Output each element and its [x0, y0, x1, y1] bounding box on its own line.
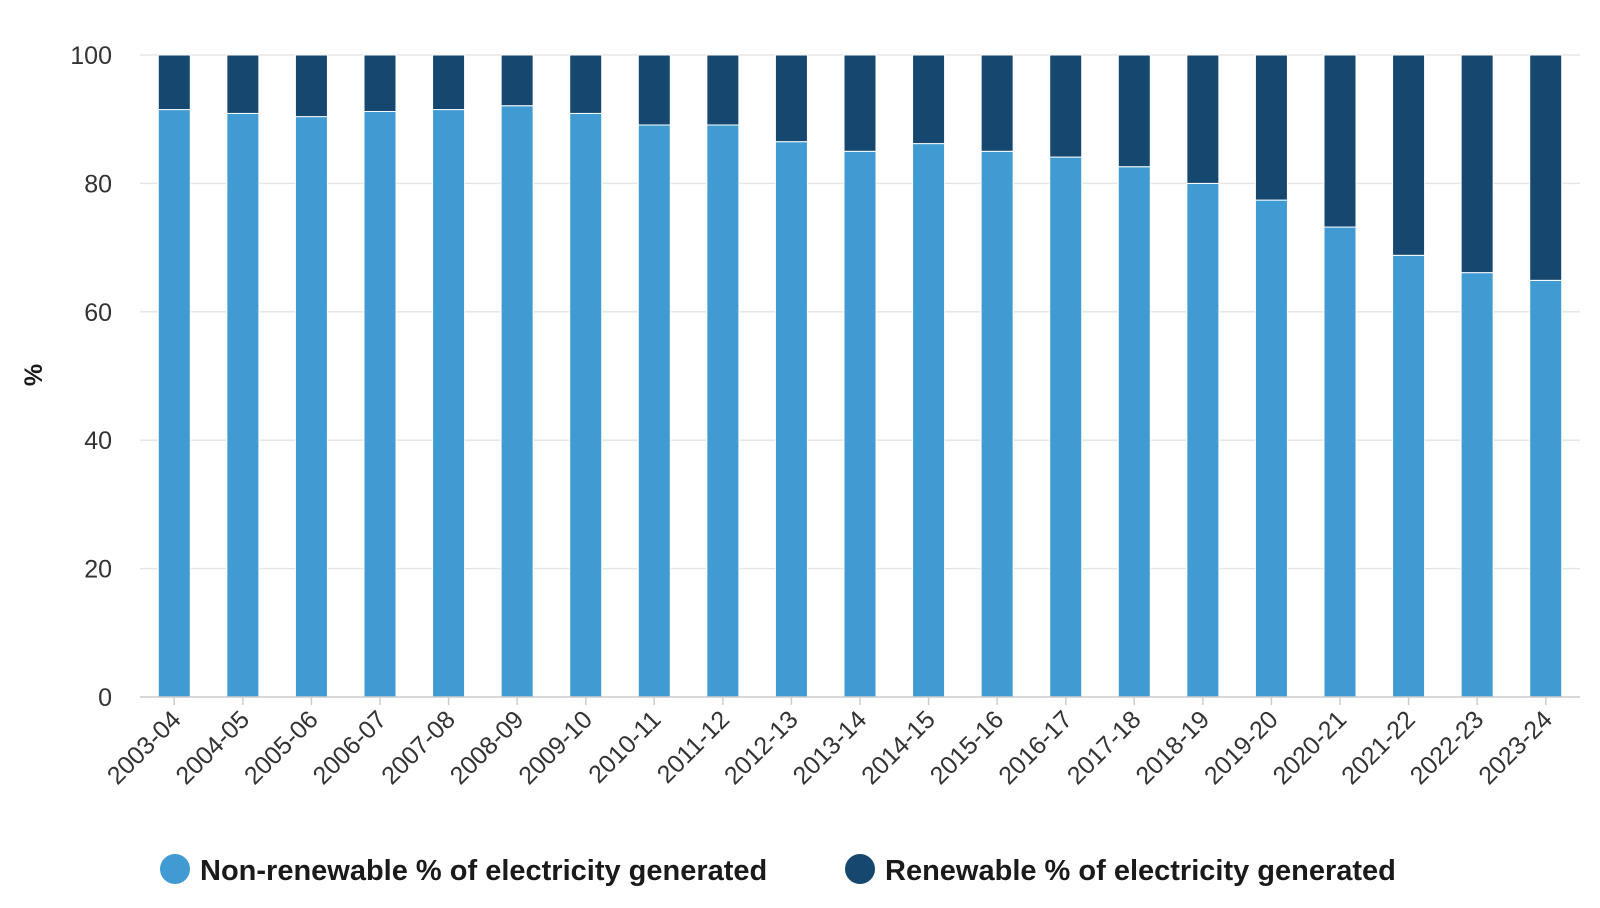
bar-non-renewable-2015-16[interactable]	[980, 150, 1014, 698]
bar-renewable-2009-10[interactable]	[569, 54, 603, 114]
bar-renewable-2013-14[interactable]	[843, 54, 877, 152]
bar-non-renewable-2006-07[interactable]	[363, 110, 397, 698]
x-tick-label-2014-15: 2014-15	[856, 705, 941, 790]
bar-non-renewable-2005-06[interactable]	[294, 116, 328, 698]
bar-non-renewable-2022-23[interactable]	[1460, 272, 1494, 698]
bar-renewable-2014-15[interactable]	[912, 54, 946, 145]
x-tick-label-2003-04: 2003-04	[102, 705, 187, 790]
bars	[157, 54, 1563, 698]
bar-renewable-2016-17[interactable]	[1049, 54, 1083, 158]
bar-non-renewable-2012-13[interactable]	[774, 141, 808, 698]
bar-renewable-2020-21[interactable]	[1323, 54, 1357, 228]
x-tick-label-2013-14: 2013-14	[788, 705, 873, 790]
bar-non-renewable-2008-09[interactable]	[500, 105, 534, 698]
bar-renewable-2018-19[interactable]	[1186, 54, 1220, 184]
y-axis: 0 20 40 60 80 100	[70, 42, 112, 712]
y-tick-label-40: 40	[84, 427, 112, 455]
x-tick-label-2007-08: 2007-08	[376, 705, 461, 790]
bar-non-renewable-2016-17[interactable]	[1049, 156, 1083, 698]
x-tick-label-2020-21: 2020-21	[1268, 705, 1353, 790]
bar-renewable-2005-06[interactable]	[294, 54, 328, 118]
bar-non-renewable-2003-04[interactable]	[157, 109, 191, 698]
x-tick-label-2019-20: 2019-20	[1199, 705, 1284, 790]
y-tick-label-0: 0	[98, 684, 112, 712]
x-tick-label-2023-24: 2023-24	[1473, 705, 1558, 790]
x-axis: 2003-042004-052005-062006-072007-082008-…	[102, 697, 1558, 790]
x-tick-label-2021-22: 2021-22	[1336, 705, 1421, 790]
legend-item-renewable[interactable]: Renewable % of electricity generated	[845, 854, 1396, 887]
legend-item-non-renewable[interactable]: Non-renewable % of electricity generated	[160, 854, 767, 887]
bar-non-renewable-2020-21[interactable]	[1323, 226, 1357, 698]
bar-non-renewable-2018-19[interactable]	[1186, 182, 1220, 698]
bar-non-renewable-2017-18[interactable]	[1117, 166, 1151, 698]
bar-non-renewable-2007-08[interactable]	[432, 109, 466, 698]
y-axis-title: %	[20, 364, 48, 386]
y-tick-label-60: 60	[84, 299, 112, 327]
bar-non-renewable-2013-14[interactable]	[843, 150, 877, 698]
x-tick-label-2011-12: 2011-12	[652, 705, 735, 788]
bar-renewable-2004-05[interactable]	[226, 54, 260, 114]
bar-renewable-2022-23[interactable]	[1460, 54, 1494, 274]
x-tick-label-2005-06: 2005-06	[239, 705, 324, 790]
x-tick-label-2006-07: 2006-07	[308, 705, 393, 790]
bar-non-renewable-2023-24[interactable]	[1529, 279, 1563, 698]
legend-label-non-renewable: Non-renewable % of electricity generated	[200, 855, 767, 887]
bar-renewable-2010-11[interactable]	[637, 54, 671, 126]
y-tick-label-100: 100	[70, 42, 112, 70]
y-tick-label-80: 80	[84, 170, 112, 198]
x-tick-label-2016-17: 2016-17	[993, 705, 1078, 790]
x-tick-label-2008-09: 2008-09	[445, 705, 530, 790]
legend: Non-renewable % of electricity generated…	[160, 854, 1396, 887]
x-tick-label-2009-10: 2009-10	[513, 705, 598, 790]
x-tick-label-2010-11: 2010-11	[583, 705, 666, 788]
bar-non-renewable-2009-10[interactable]	[569, 112, 603, 698]
x-tick-label-2015-16: 2015-16	[925, 705, 1010, 790]
bar-renewable-2007-08[interactable]	[432, 54, 466, 111]
legend-label-renewable: Renewable % of electricity generated	[885, 855, 1396, 887]
bar-renewable-2019-20[interactable]	[1254, 54, 1288, 201]
bar-renewable-2015-16[interactable]	[980, 54, 1014, 152]
bar-renewable-2008-09[interactable]	[500, 54, 534, 107]
bar-non-renewable-2011-12[interactable]	[706, 124, 740, 698]
x-tick-label-2004-05: 2004-05	[170, 705, 255, 790]
bar-non-renewable-2014-15[interactable]	[912, 143, 946, 698]
bar-renewable-2017-18[interactable]	[1117, 54, 1151, 168]
x-tick-label-2022-23: 2022-23	[1405, 705, 1490, 790]
bar-non-renewable-2019-20[interactable]	[1254, 199, 1288, 698]
x-tick-label-2018-19: 2018-19	[1130, 705, 1215, 790]
legend-marker-non-renewable	[160, 854, 190, 884]
x-tick-label-2017-18: 2017-18	[1062, 705, 1147, 790]
bar-renewable-2011-12[interactable]	[706, 54, 740, 126]
bar-renewable-2023-24[interactable]	[1529, 54, 1563, 281]
bar-renewable-2012-13[interactable]	[774, 54, 808, 143]
bar-non-renewable-2010-11[interactable]	[637, 124, 671, 698]
bar-renewable-2006-07[interactable]	[363, 54, 397, 112]
x-tick-label-2012-13: 2012-13	[719, 705, 804, 790]
bar-non-renewable-2021-22[interactable]	[1392, 254, 1426, 698]
y-tick-label-20: 20	[84, 556, 112, 584]
bar-renewable-2021-22[interactable]	[1392, 54, 1426, 256]
bar-non-renewable-2004-05[interactable]	[226, 112, 260, 698]
bar-renewable-2003-04[interactable]	[157, 54, 191, 111]
legend-marker-renewable	[845, 854, 875, 884]
